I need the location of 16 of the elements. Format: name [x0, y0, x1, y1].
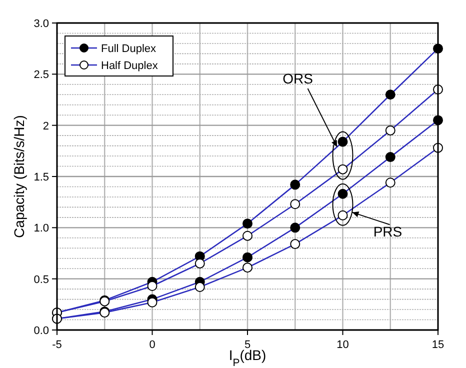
y-tick-label: 0.5 — [34, 274, 49, 286]
x-tick-label: 10 — [336, 339, 349, 351]
legend-label: Full Duplex — [101, 43, 157, 55]
y-tick-label: 3.0 — [34, 18, 49, 30]
x-tick-label: 15 — [432, 339, 444, 351]
legend-label: Half Duplex — [101, 60, 158, 72]
y-tick-label: 1.0 — [34, 222, 49, 235]
annotation: ORS — [282, 70, 313, 87]
x-tick-label: 0 — [149, 339, 156, 351]
y-tick-label: 1.5 — [34, 172, 49, 184]
y-axis-title: Capacity (Bits/s/Hz) — [11, 115, 27, 238]
annotation: PRS — [373, 224, 402, 240]
y-tick-label: 2.5 — [34, 69, 49, 82]
x-tick-label: -5 — [52, 339, 62, 351]
y-tick-label: 2 — [42, 120, 49, 132]
y-tick-label: 0.0 — [34, 325, 49, 337]
